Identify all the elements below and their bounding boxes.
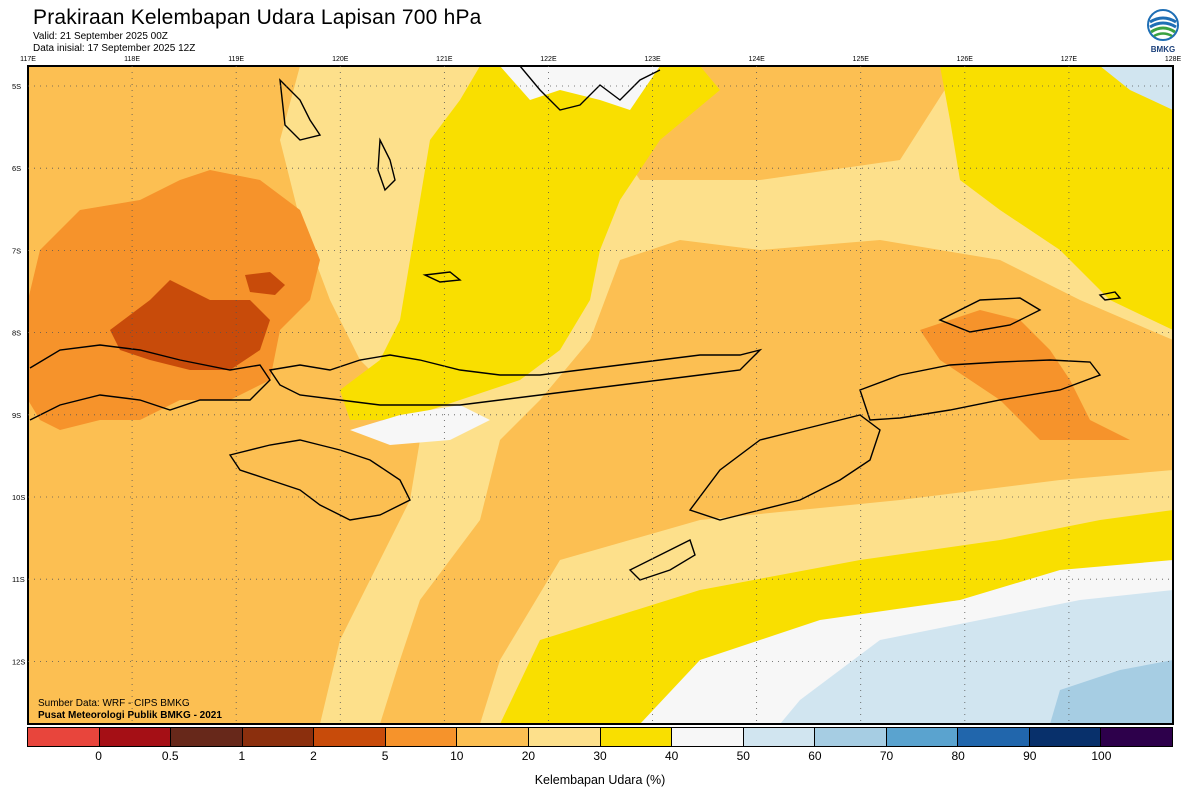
colorbar-swatch [314,728,386,746]
initial-data-time: Data inisial: 17 September 2025 12Z [33,43,196,54]
colorbar-tick-label: 70 [879,749,894,763]
colorbar-swatch [815,728,887,746]
colorbar-title: Kelembapan Udara (%) [534,773,666,787]
colorbar-swatch [1101,728,1172,746]
lon-tick-label: 122E [540,56,557,63]
lon-tick-label: 121E [436,56,453,63]
lon-tick-label: 124E [748,56,765,63]
colorbar-swatch [600,728,673,746]
graticule [28,66,1173,724]
field-50-60-north [500,66,660,110]
lon-tick-label: 118E [124,56,140,63]
colorbar-tick-label: 100 [1091,749,1112,763]
lon-tick-label: 123E [644,56,661,63]
colorbar-swatch [528,728,601,746]
field-40-50-east [940,66,1173,330]
wetar-coast [859,359,1102,421]
lon-tick-label: 127E [1061,56,1078,63]
timor-coast [688,414,881,521]
lon-tick-label: 125E [853,56,870,63]
valid-time: Valid: 21 September 2025 00Z [33,31,168,42]
source-data-label: Sumber Data: WRF - CIPS BMKG [38,698,190,709]
colorbar-tick-label: 1 [238,749,246,763]
field-5-10 [110,280,270,370]
bmkg-logo-icon: BMKG [1144,8,1182,58]
colorbar-swatch [743,728,816,746]
north-islands-coast [938,297,1042,333]
lon-tick-label: 128E [1165,56,1182,63]
lat-tick-label: 10S [12,493,25,502]
sumbawa-west-coast [29,344,271,421]
colorbar-tick-label: 80 [951,749,965,763]
colorbar-tick-label: 50 [736,749,750,763]
lon-tick-label: 126E [957,56,974,63]
publisher-label: Pusat Meteorologi Publik BMKG - 2021 [38,710,222,721]
field-10-20-east [920,310,1130,440]
colorbar-tick-label: 90 [1023,749,1037,763]
colorbar-tick-label: 30 [593,749,607,763]
colorbar [27,727,1173,747]
islet-a [279,78,322,141]
lon-tick-label: 120E [332,56,349,63]
field-5-10-small [245,272,285,295]
colorbar-swatch [242,728,315,746]
logo-text: BMKG [1151,45,1175,54]
colorbar-swatch [28,728,100,746]
field-60-70-ne [1100,66,1173,110]
colorbar-tick-label: 5 [381,749,389,763]
lat-tick-label: 5S [12,82,21,91]
colorbar-tick-label: 2 [310,749,317,763]
colorbar-tick-label: 0 [95,749,102,763]
latitude-labels: 5S 6S 7S 8S 9S 10S 11S 12S [12,82,25,666]
lat-tick-label: 11S [12,575,25,584]
flores-coast [268,348,763,406]
sulawesi-south-coast [519,66,661,111]
colorbar-tick-label: 40 [664,749,679,763]
lon-tick-label: 119E [228,56,244,63]
islet-c [422,271,462,283]
longitude-labels: 117E 118E 119E 120E 121E 122E 123E 124E 125E 126E… [20,56,1181,63]
colorbar-swatch [99,728,172,746]
rote-coast [628,539,696,581]
lat-tick-label: 7S [12,246,21,255]
colorbar-swatch [958,728,1030,746]
colorbar-swatch [385,728,458,746]
colorbar-swatch [171,728,243,746]
lat-tick-label: 6S [12,164,21,173]
lat-tick-label: 9S [12,411,21,420]
colorbar-tick-label: 60 [808,749,822,763]
colorbar-tick-label: 10 [450,749,464,763]
coastlines [29,66,1122,581]
map-frame [27,65,1174,725]
colorbar-swatch [672,728,744,746]
colorbar-swatch [1029,728,1102,746]
colorbar-tick-label: 20 [521,749,536,763]
colorbar-tick-label: 0.5 [161,749,179,763]
colorbar-swatch [457,728,529,746]
field-70-80-se [1050,660,1173,724]
sumba-coast [228,439,411,521]
field-40-50-north [340,66,720,420]
lon-tick-label: 117E [20,56,36,63]
lat-tick-label: 8S [12,329,21,338]
islet-d [1098,291,1122,301]
islet-b [377,137,396,192]
humidity-fields [28,66,1173,724]
map-title: Prakiraan Kelembapan Udara Lapisan 700 h… [33,6,482,29]
colorbar-swatch [886,728,959,746]
lat-tick-label: 12S [12,657,25,666]
